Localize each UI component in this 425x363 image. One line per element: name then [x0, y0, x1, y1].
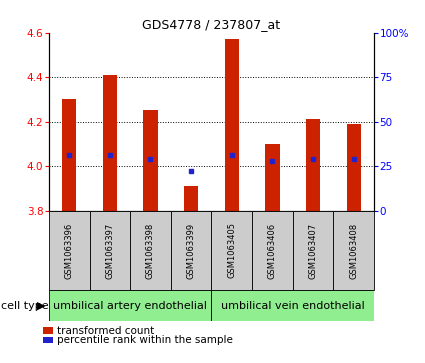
Text: GSM1063405: GSM1063405: [227, 223, 236, 278]
Text: GSM1063406: GSM1063406: [268, 223, 277, 278]
Text: GSM1063399: GSM1063399: [187, 223, 196, 278]
Text: GSM1063407: GSM1063407: [309, 223, 317, 278]
Bar: [49, 211, 90, 290]
Bar: [103, 75, 117, 211]
Text: ▶: ▶: [37, 301, 46, 311]
Bar: [143, 110, 158, 211]
Text: transformed count: transformed count: [57, 326, 155, 336]
Text: GSM1063396: GSM1063396: [65, 223, 74, 278]
Bar: [252, 211, 293, 290]
Text: GSM1063397: GSM1063397: [105, 223, 114, 278]
Bar: [62, 99, 76, 211]
Bar: [225, 39, 239, 211]
Bar: [130, 211, 171, 290]
Bar: [211, 211, 252, 290]
Bar: [90, 211, 130, 290]
Bar: [171, 211, 211, 290]
Bar: [333, 211, 374, 290]
Bar: [293, 211, 333, 290]
Text: umbilical artery endothelial: umbilical artery endothelial: [53, 301, 207, 311]
Text: percentile rank within the sample: percentile rank within the sample: [57, 335, 233, 345]
Text: GSM1063408: GSM1063408: [349, 223, 358, 278]
Bar: [346, 124, 361, 211]
Title: GDS4778 / 237807_at: GDS4778 / 237807_at: [142, 19, 280, 32]
Bar: [211, 290, 374, 321]
Text: cell type: cell type: [1, 301, 49, 311]
Bar: [184, 186, 198, 211]
Bar: [49, 290, 211, 321]
Text: umbilical vein endothelial: umbilical vein endothelial: [221, 301, 365, 311]
Bar: [306, 119, 320, 211]
Bar: [265, 144, 280, 211]
Text: GSM1063398: GSM1063398: [146, 223, 155, 278]
